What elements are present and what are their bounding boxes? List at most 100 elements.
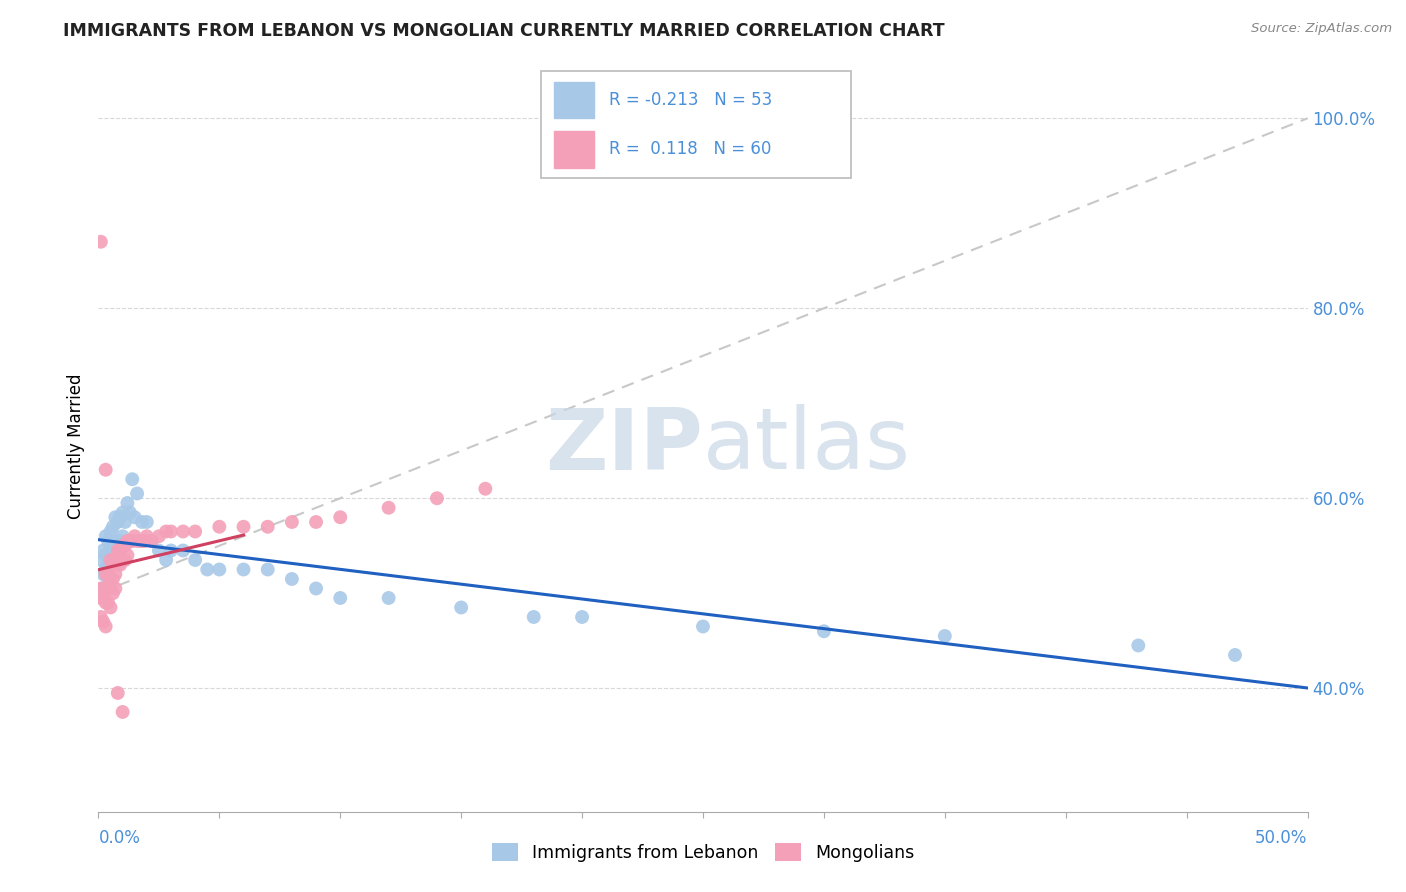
Point	[104, 533, 127, 548]
Point	[118, 506, 141, 520]
Text: 50.0%: 50.0%	[1256, 829, 1308, 847]
Point	[94, 567, 117, 582]
Point	[91, 591, 114, 605]
Point	[329, 591, 352, 605]
Point	[90, 582, 112, 596]
Point	[107, 558, 129, 572]
Point	[100, 553, 122, 567]
Point	[131, 533, 153, 548]
Point	[100, 600, 122, 615]
Text: ZIP: ZIP	[546, 404, 703, 488]
Point	[571, 610, 593, 624]
Point	[104, 553, 127, 567]
Point	[100, 543, 122, 558]
Point	[172, 524, 194, 539]
Point	[111, 705, 134, 719]
Point	[135, 515, 157, 529]
Point	[101, 533, 124, 548]
Point	[91, 543, 114, 558]
Point	[107, 686, 129, 700]
Point	[91, 615, 114, 629]
Point	[172, 543, 194, 558]
Text: R = -0.213   N = 53: R = -0.213 N = 53	[609, 91, 773, 109]
Point	[97, 567, 120, 582]
Point	[111, 506, 134, 520]
Point	[107, 543, 129, 558]
Point	[101, 520, 124, 534]
Point	[121, 472, 143, 486]
Point	[100, 572, 122, 586]
Point	[101, 553, 124, 567]
Point	[111, 553, 134, 567]
Point	[97, 572, 120, 586]
Point	[305, 582, 328, 596]
Point	[692, 619, 714, 633]
Point	[117, 496, 139, 510]
Point	[155, 524, 177, 539]
Point	[256, 562, 278, 576]
Y-axis label: Currently Married: Currently Married	[66, 373, 84, 519]
FancyBboxPatch shape	[541, 71, 851, 178]
Point	[1128, 639, 1150, 653]
Point	[90, 553, 112, 567]
Point	[127, 533, 149, 548]
Point	[94, 529, 117, 543]
Point	[117, 533, 139, 548]
Point	[329, 510, 352, 524]
Point	[94, 582, 117, 596]
Point	[107, 543, 129, 558]
Point	[101, 558, 124, 572]
Point	[256, 520, 278, 534]
Point	[155, 553, 177, 567]
Point	[1223, 648, 1246, 662]
Point	[148, 543, 170, 558]
Point	[100, 582, 122, 596]
Point	[117, 548, 139, 562]
Point	[111, 529, 134, 543]
Point	[90, 610, 112, 624]
Point	[118, 533, 141, 548]
Point	[184, 553, 207, 567]
Point	[97, 596, 120, 610]
Point	[134, 533, 156, 548]
Point	[813, 624, 835, 639]
Point	[184, 524, 207, 539]
Point	[141, 533, 163, 548]
Point	[107, 515, 129, 529]
Point	[135, 529, 157, 543]
Point	[97, 533, 120, 548]
Point	[208, 562, 231, 576]
Point	[195, 562, 218, 576]
Point	[232, 520, 254, 534]
Point	[114, 515, 136, 529]
Point	[305, 515, 328, 529]
Point	[377, 591, 399, 605]
Point	[101, 586, 124, 600]
Point	[104, 567, 127, 582]
Point	[131, 515, 153, 529]
Point	[377, 500, 399, 515]
Point	[108, 533, 131, 548]
Point	[108, 510, 131, 524]
Point	[97, 558, 120, 572]
Bar	[554, 82, 593, 119]
Point	[160, 524, 183, 539]
Point	[94, 619, 117, 633]
Point	[101, 572, 124, 586]
Point	[114, 553, 136, 567]
Point	[124, 529, 146, 543]
Point	[474, 482, 496, 496]
Point	[128, 533, 150, 548]
Point	[100, 558, 122, 572]
Text: atlas: atlas	[703, 404, 911, 488]
Point	[426, 491, 449, 506]
Point	[208, 520, 231, 534]
Point	[94, 596, 117, 610]
Point	[523, 610, 546, 624]
Point	[91, 567, 114, 582]
Text: IMMIGRANTS FROM LEBANON VS MONGOLIAN CURRENTLY MARRIED CORRELATION CHART: IMMIGRANTS FROM LEBANON VS MONGOLIAN CUR…	[63, 22, 945, 40]
Point	[114, 539, 136, 553]
Text: R =  0.118   N = 60: R = 0.118 N = 60	[609, 141, 772, 159]
Point	[97, 582, 120, 596]
Point	[104, 582, 127, 596]
